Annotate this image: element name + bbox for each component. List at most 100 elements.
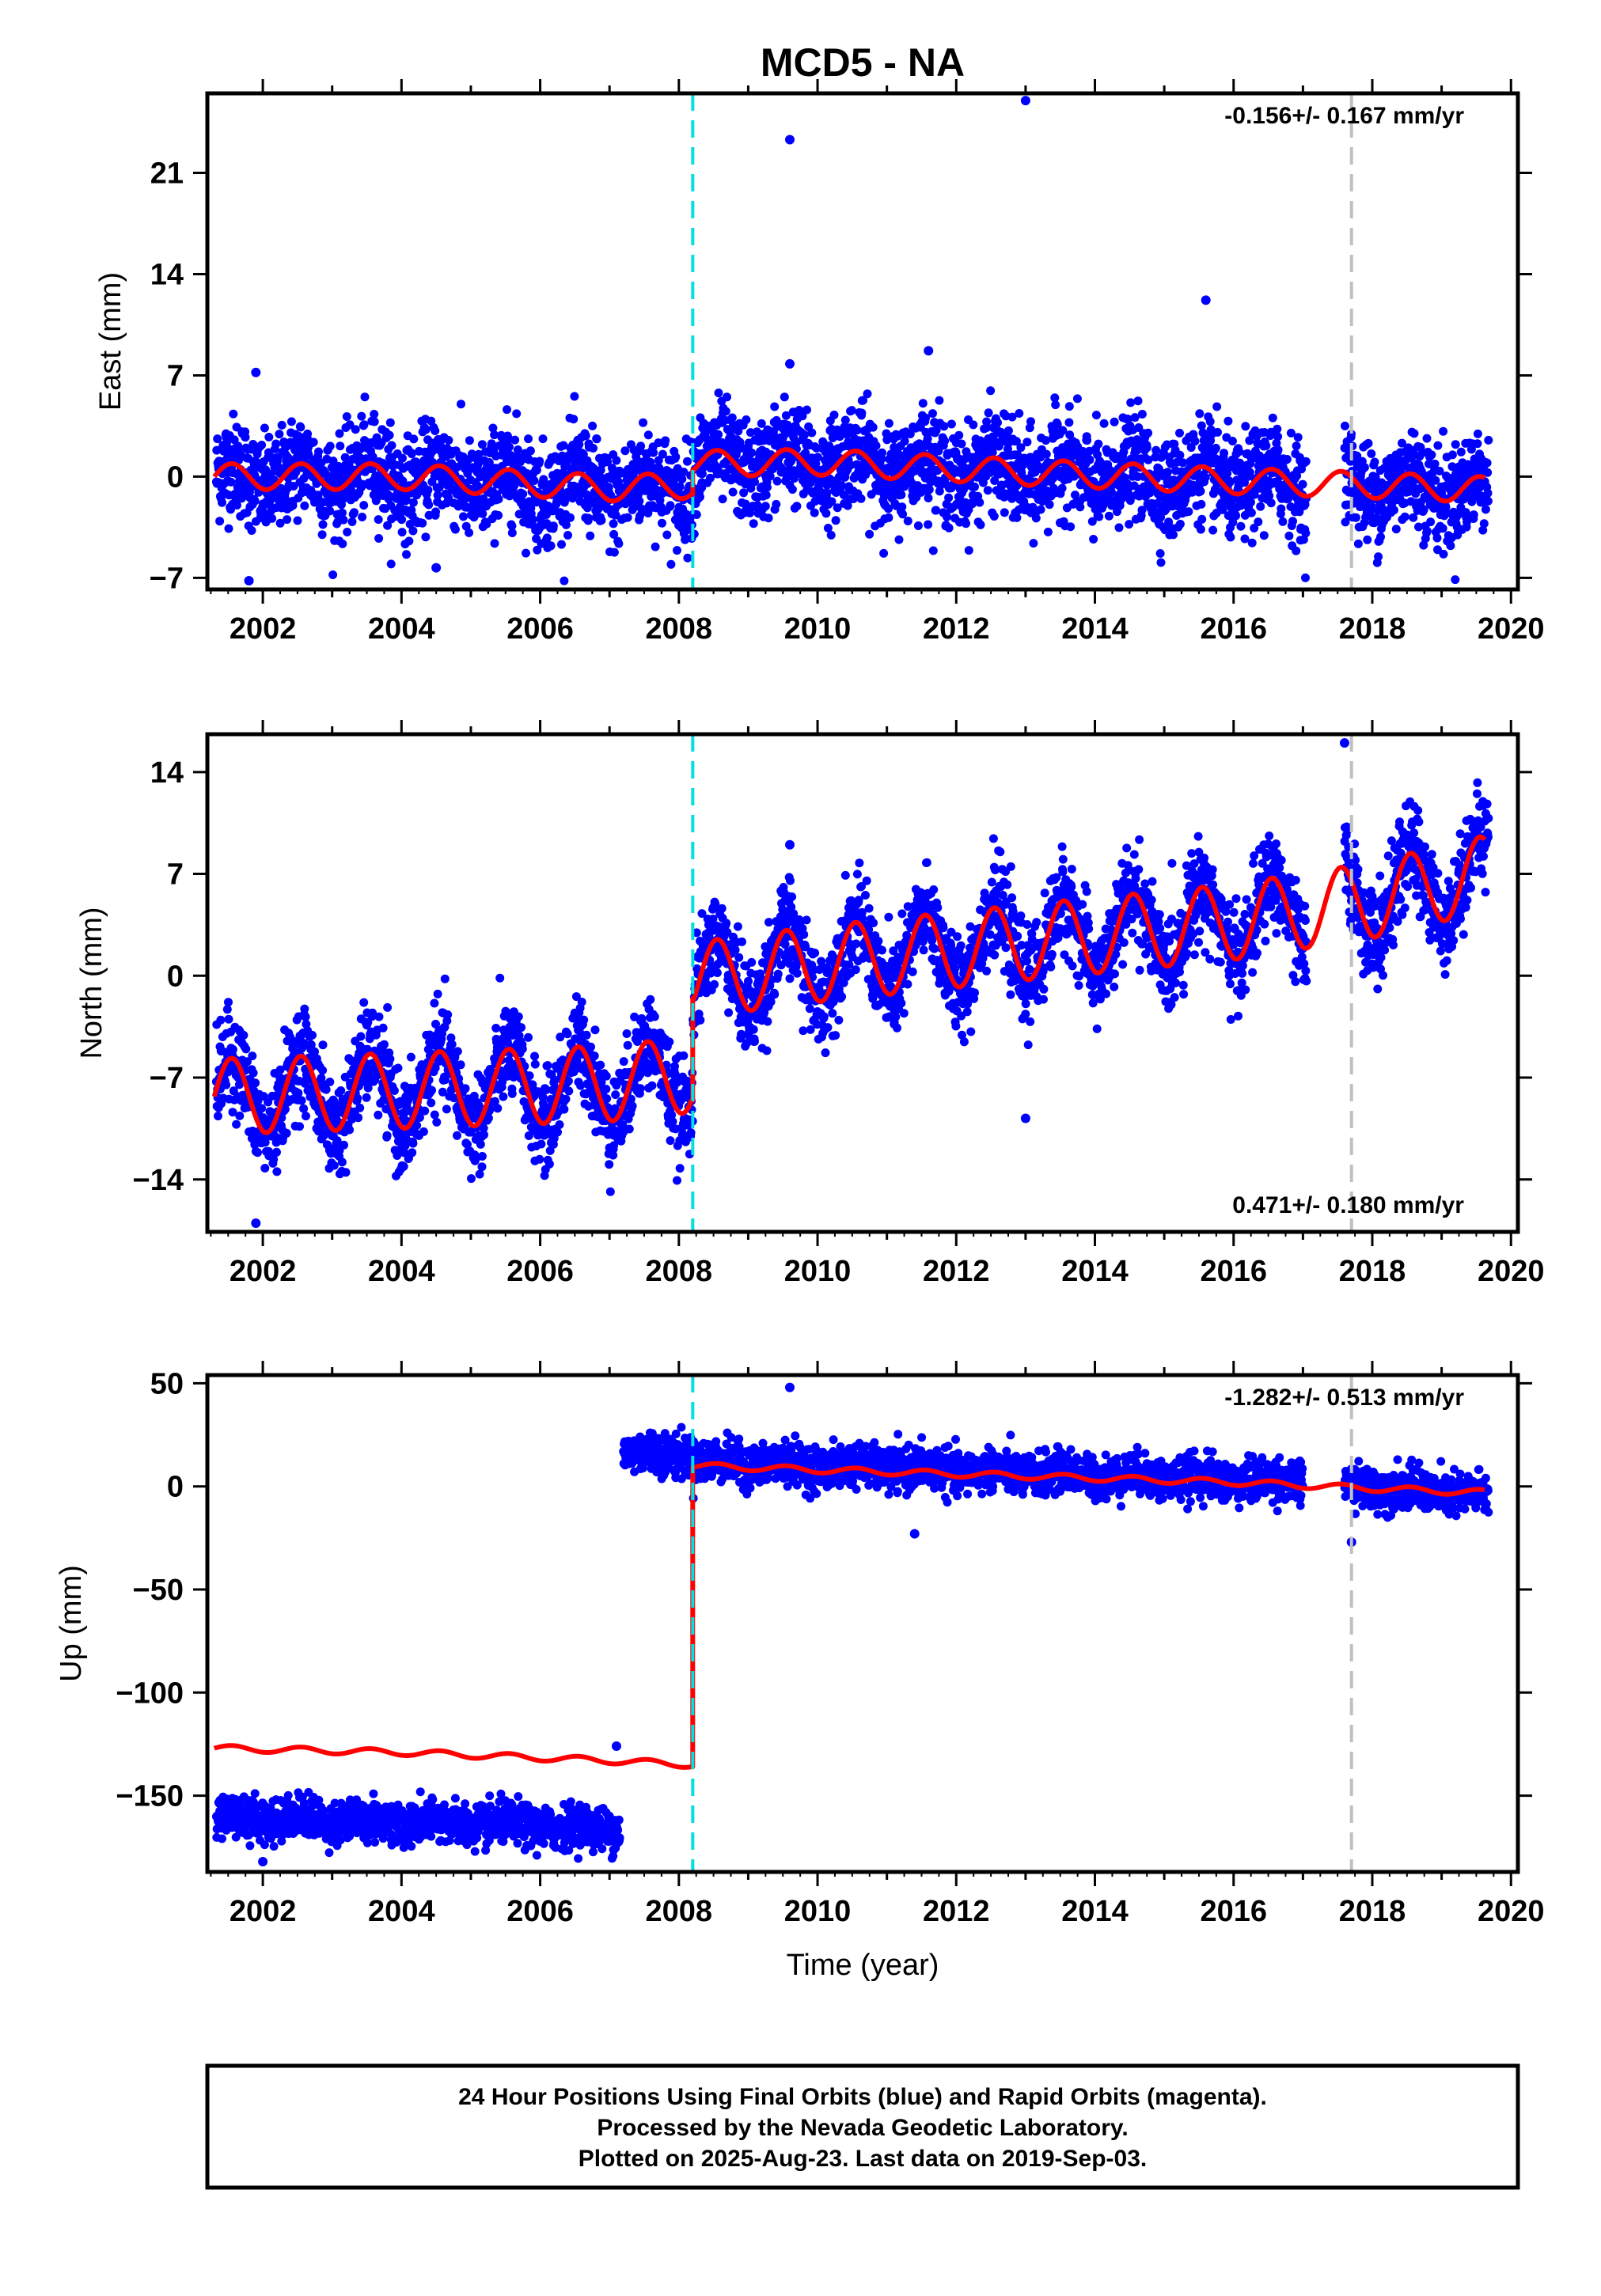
outlier-point <box>244 576 254 586</box>
data-point <box>402 550 411 559</box>
data-point <box>1211 443 1220 453</box>
data-point <box>1206 436 1216 445</box>
data-point <box>1041 436 1050 445</box>
data-point <box>1169 530 1178 540</box>
data-point <box>442 1104 451 1114</box>
data-point <box>215 517 225 526</box>
data-point <box>1126 398 1136 407</box>
data-point <box>538 434 548 444</box>
data-point <box>802 405 811 415</box>
data-point <box>317 1074 326 1083</box>
data-point <box>954 430 964 440</box>
data-point <box>944 523 954 532</box>
data-point <box>1045 500 1054 510</box>
data-point <box>1213 427 1222 437</box>
data-point <box>418 518 427 528</box>
data-point <box>431 1063 440 1073</box>
data-point <box>765 472 775 481</box>
data-point <box>879 548 889 558</box>
data-point <box>811 459 821 468</box>
data-point <box>597 516 606 525</box>
data-point <box>299 1104 309 1113</box>
data-point <box>1142 443 1151 453</box>
data-point <box>661 436 670 445</box>
data-point <box>1478 525 1488 535</box>
data-point <box>400 1141 410 1150</box>
data-point <box>1057 483 1067 493</box>
data-point <box>1087 517 1097 526</box>
data-point <box>826 530 836 540</box>
data-point <box>852 426 862 435</box>
data-point <box>272 1147 281 1157</box>
data-point <box>432 1117 442 1127</box>
data-point <box>928 409 937 419</box>
data-point <box>1483 496 1493 506</box>
x-tick-label: 2002 <box>230 612 297 646</box>
data-point <box>234 1080 244 1089</box>
data-point <box>1426 517 1436 527</box>
data-point <box>582 503 592 513</box>
data-point <box>560 1104 569 1114</box>
data-point <box>1301 573 1310 582</box>
data-point <box>569 415 579 424</box>
figure-title: MCD5 - NA <box>761 40 965 85</box>
data-point <box>1208 525 1218 535</box>
data-point <box>427 1098 436 1108</box>
data-point <box>480 1130 488 1139</box>
data-point <box>264 433 274 441</box>
data-point <box>420 1106 430 1116</box>
data-point <box>1241 422 1250 431</box>
data-point <box>385 418 395 427</box>
data-point <box>440 974 450 983</box>
data-point <box>275 518 285 528</box>
data-point <box>1391 525 1401 534</box>
data-point <box>1240 534 1250 544</box>
data-point <box>636 441 646 451</box>
data-point <box>546 541 556 551</box>
outlier-point <box>924 346 934 356</box>
data-point <box>314 447 323 457</box>
data-point <box>1125 496 1135 506</box>
data-point <box>1284 531 1294 540</box>
data-point <box>338 539 347 548</box>
data-point <box>947 419 956 429</box>
data-point <box>530 1051 539 1061</box>
data-point <box>1371 472 1380 482</box>
data-point <box>407 449 416 459</box>
data-point <box>746 483 756 493</box>
data-point <box>1438 524 1447 533</box>
data-point <box>757 419 766 428</box>
plot-area <box>211 734 1493 1232</box>
data-point <box>443 1010 453 1019</box>
data-point <box>1155 549 1165 558</box>
data-point <box>218 498 226 507</box>
data-point <box>385 430 394 440</box>
data-point <box>1298 479 1307 489</box>
data-point <box>368 452 377 461</box>
data-point <box>362 1044 372 1054</box>
data-point <box>476 1139 485 1149</box>
data-point <box>535 457 544 466</box>
data-point <box>543 1061 552 1070</box>
data-point <box>1095 512 1104 521</box>
data-point <box>222 1005 232 1014</box>
data-point <box>586 1042 595 1051</box>
data-point <box>524 434 533 444</box>
data-point <box>495 973 505 983</box>
data-point <box>800 430 809 440</box>
data-point <box>408 526 418 536</box>
data-point <box>1163 468 1172 477</box>
data-point <box>447 1040 457 1049</box>
data-point <box>589 444 598 453</box>
data-point <box>1479 519 1489 529</box>
data-point <box>393 1151 402 1160</box>
data-point <box>662 530 672 540</box>
data-point <box>224 1014 233 1024</box>
data-point <box>739 488 749 498</box>
data-point <box>283 515 292 525</box>
data-point <box>1137 506 1147 515</box>
data-point <box>1451 575 1460 585</box>
data-point <box>590 1051 599 1061</box>
data-points <box>211 738 1493 1228</box>
